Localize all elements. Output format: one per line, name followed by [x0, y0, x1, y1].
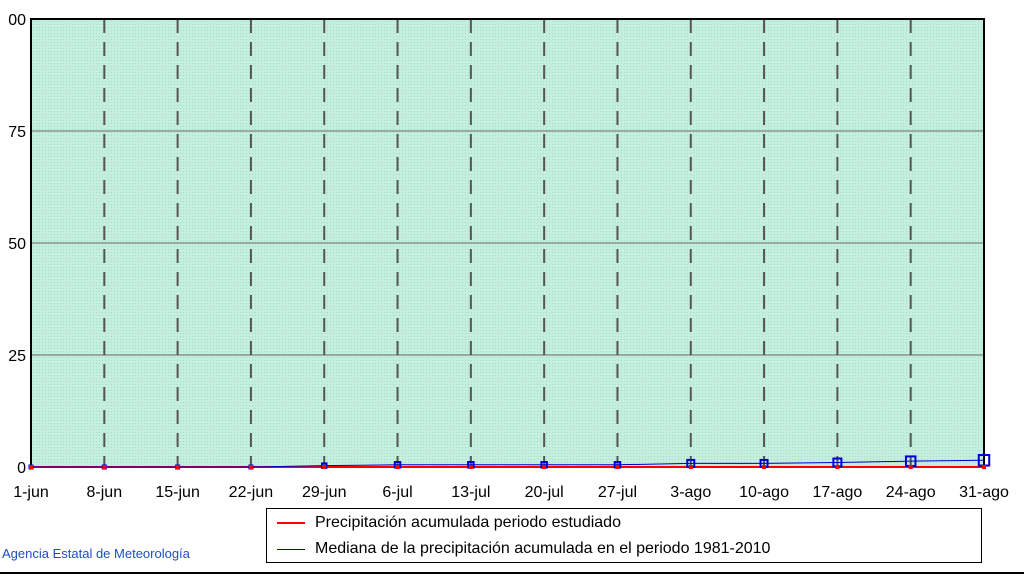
x-tick-label: 6-jul	[382, 484, 412, 501]
x-tick-label: 10-ago	[739, 484, 789, 501]
data-point-studied	[688, 465, 693, 469]
x-tick-label: 8-jun	[87, 484, 123, 501]
x-tick-label: 15-jun	[155, 484, 199, 501]
x-tick-label: 27-jul	[598, 484, 637, 501]
x-tick-label: 31-ago	[959, 484, 1009, 501]
series-line-1	[31, 459, 985, 468]
chart-legend: Precipitación acumulada periodo estudiad…	[266, 508, 982, 563]
y-tick-label: 00	[8, 12, 26, 29]
data-point-studied	[175, 465, 180, 469]
data-point-studied	[29, 465, 33, 469]
source-credit: Agencia Estatal de Meteorología	[2, 546, 190, 561]
data-point-studied	[908, 465, 913, 469]
data-point-studied	[835, 465, 840, 469]
x-tick-label: 1-jun	[13, 484, 49, 501]
data-point-studied	[322, 465, 327, 469]
x-tick-label: 20-jul	[525, 484, 564, 501]
data-point-studied	[982, 465, 986, 469]
data-point-studied	[762, 465, 767, 469]
bottom-divider	[0, 572, 1024, 574]
y-tick-label: 25	[8, 348, 26, 365]
x-tick-label: 22-jun	[229, 484, 273, 501]
data-point-studied	[248, 465, 253, 469]
legend-swatch-blue	[277, 548, 305, 550]
y-tick-label: 75	[8, 124, 26, 141]
data-point-studied	[615, 465, 620, 469]
legend-item-series-1: Mediana de la precipitación acumulada en…	[277, 539, 770, 559]
data-point-studied	[468, 465, 473, 469]
legend-item-series-0: Precipitación acumulada periodo estudiad…	[277, 513, 621, 533]
x-tick-label: 24-ago	[886, 484, 936, 501]
legend-swatch-red	[277, 522, 305, 524]
data-point-studied	[395, 465, 400, 469]
y-tick-label: 0	[17, 460, 26, 477]
legend-label: Precipitación acumulada periodo estudiad…	[315, 514, 621, 531]
y-tick-label: 50	[8, 236, 26, 253]
x-tick-label: 29-jun	[302, 484, 346, 501]
x-tick-label: 13-jul	[451, 484, 490, 501]
data-point-studied	[542, 465, 547, 469]
x-tick-label: 17-ago	[812, 484, 862, 501]
x-tick-label: 3-ago	[670, 484, 711, 501]
legend-label: Mediana de la precipitación acumulada en…	[315, 540, 771, 557]
data-point-studied	[102, 465, 107, 469]
